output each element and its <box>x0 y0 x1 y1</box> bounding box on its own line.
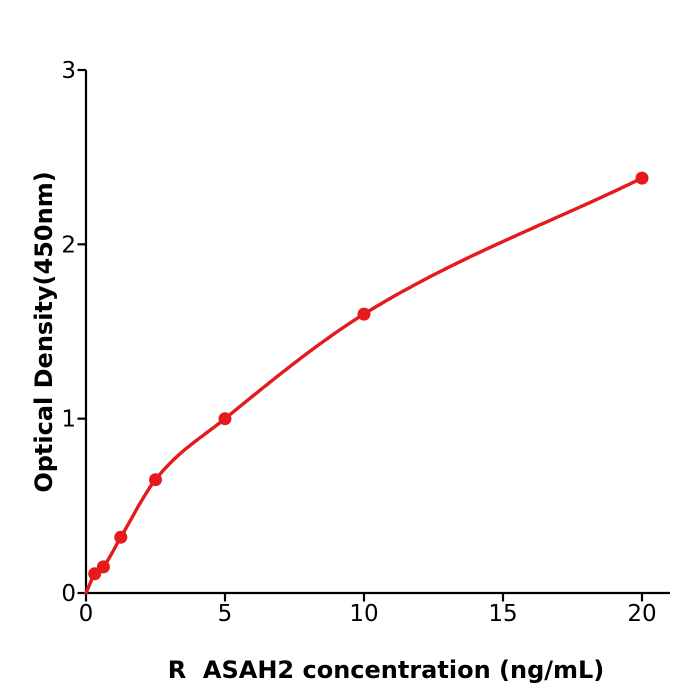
data-points <box>88 171 649 581</box>
x-tick-label: 0 <box>79 601 94 627</box>
x-axis-title: R ASAH2 concentration (ng/mL) <box>168 656 605 684</box>
y-axis-title: Optical Density(450nm) <box>30 171 58 492</box>
data-point <box>357 307 371 321</box>
x-tick-label: 20 <box>627 601 656 627</box>
y-tick-label: 3 <box>61 58 76 84</box>
y-tick-label: 0 <box>61 581 76 607</box>
x-tick-label: 15 <box>488 601 517 627</box>
data-point <box>88 567 102 581</box>
x-axis-ticks: 0 5 10 15 20 <box>79 593 657 627</box>
y-tick-label: 1 <box>61 407 76 433</box>
data-point <box>149 473 162 487</box>
y-axis-ticks: 0 1 2 3 <box>61 58 86 607</box>
x-tick-label: 5 <box>218 601 233 627</box>
fit-curve <box>84 176 644 595</box>
data-point <box>218 412 232 426</box>
x-tick-label: 10 <box>349 601 378 627</box>
data-point <box>635 171 649 185</box>
data-point <box>114 530 128 544</box>
y-tick-label: 2 <box>61 232 76 258</box>
data-point <box>96 560 110 574</box>
